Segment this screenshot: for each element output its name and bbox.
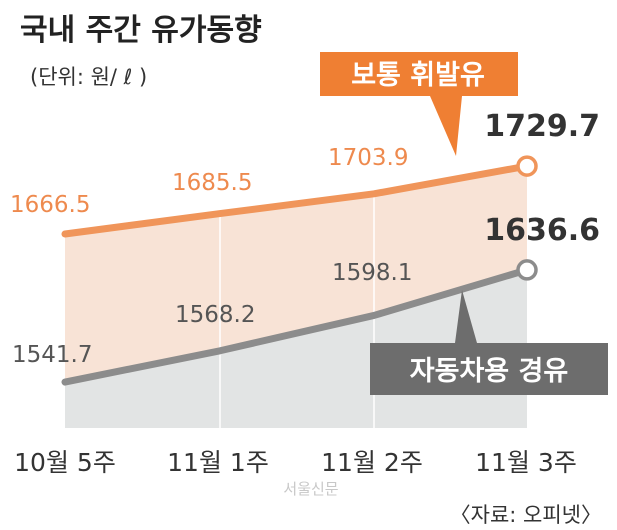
gasoline-callout: 보통 휘발유 (320, 52, 518, 156)
chart-title: 국내 주간 유가동향 (20, 13, 262, 48)
gasoline-series-name: 보통 휘발유 (351, 60, 485, 91)
source-label: 〈자료: 오피넷〉 (450, 503, 602, 527)
diesel-value-label: 1598.1 (332, 260, 412, 286)
watermark: 서울신문 (283, 480, 338, 498)
x-tick-label: 10월 5주 (14, 448, 116, 477)
unit-label: (단위: 원/ ℓ ) (30, 65, 147, 89)
gasoline-value-label: 1703.9 (328, 145, 408, 171)
x-tick-label: 11월 2주 (321, 448, 423, 477)
diesel-series-name: 자동차용 경유 (410, 356, 568, 387)
diesel-end-marker (516, 259, 538, 281)
gasoline-value-label: 1729.7 (484, 109, 600, 144)
diesel-value-label: 1636.6 (484, 213, 600, 248)
x-tick-labels: 10월 5주 11월 1주 11월 2주 11월 3주 (14, 448, 577, 477)
diesel-value-label: 1568.2 (175, 302, 255, 328)
data-labels: 1666.5 1685.5 1703.9 1729.7 1541.7 1568.2 1598… (10, 109, 600, 368)
gasoline-end-marker (516, 155, 538, 177)
gasoline-line (61, 162, 531, 238)
series-lines (61, 155, 538, 386)
gasoline-value-label: 1666.5 (10, 192, 90, 218)
diesel-value-label: 1541.7 (12, 342, 92, 368)
gasoline-value-label: 1685.5 (172, 170, 252, 196)
diesel-callout-box (370, 290, 608, 395)
diesel-callout: 자동차용 경유 (370, 290, 608, 395)
diesel-line (61, 266, 531, 386)
x-tick-label: 11월 1주 (167, 448, 269, 477)
x-tick-label: 11월 3주 (475, 448, 577, 477)
gasoline-callout-box (320, 52, 518, 156)
